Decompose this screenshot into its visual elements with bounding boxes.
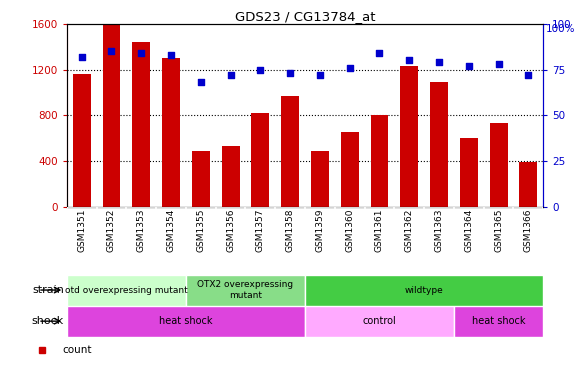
Title: GDS23 / CG13784_at: GDS23 / CG13784_at bbox=[235, 10, 375, 23]
Point bbox=[77, 54, 87, 60]
Bar bbox=[186, 274, 305, 306]
Bar bbox=[102, 25, 120, 207]
Point bbox=[375, 50, 384, 56]
Text: count: count bbox=[62, 345, 92, 355]
Bar bbox=[305, 274, 543, 306]
Point bbox=[464, 63, 474, 69]
Point bbox=[345, 65, 354, 71]
Bar bbox=[162, 58, 180, 207]
Text: GSM1356: GSM1356 bbox=[226, 209, 235, 252]
Text: GSM1363: GSM1363 bbox=[435, 209, 443, 252]
Text: GSM1353: GSM1353 bbox=[137, 209, 146, 252]
Text: GSM1354: GSM1354 bbox=[167, 209, 175, 252]
Bar bbox=[132, 42, 150, 207]
Point bbox=[404, 57, 414, 63]
Text: GSM1364: GSM1364 bbox=[464, 209, 474, 252]
Bar bbox=[252, 113, 270, 207]
Bar bbox=[192, 151, 210, 207]
Bar bbox=[371, 115, 388, 207]
Point bbox=[315, 72, 325, 78]
Point bbox=[494, 61, 503, 67]
Text: GSM1351: GSM1351 bbox=[77, 209, 86, 252]
Point bbox=[285, 70, 295, 76]
Text: wildtype: wildtype bbox=[405, 285, 443, 295]
Text: GSM1358: GSM1358 bbox=[286, 209, 295, 252]
Text: heat shock: heat shock bbox=[472, 316, 525, 326]
Point bbox=[226, 72, 235, 78]
Text: GSM1366: GSM1366 bbox=[524, 209, 533, 252]
Text: GSM1352: GSM1352 bbox=[107, 209, 116, 252]
Text: GSM1355: GSM1355 bbox=[196, 209, 205, 252]
Text: GSM1359: GSM1359 bbox=[315, 209, 324, 252]
Bar bbox=[490, 123, 508, 207]
Bar bbox=[305, 306, 454, 337]
Point bbox=[196, 79, 206, 85]
Point bbox=[107, 48, 116, 54]
Bar bbox=[281, 96, 299, 207]
Text: GSM1357: GSM1357 bbox=[256, 209, 265, 252]
Text: shock: shock bbox=[31, 316, 64, 326]
Bar bbox=[73, 74, 91, 207]
Bar bbox=[67, 306, 305, 337]
Text: heat shock: heat shock bbox=[159, 316, 213, 326]
Bar bbox=[430, 82, 448, 207]
Text: GSM1365: GSM1365 bbox=[494, 209, 503, 252]
Point bbox=[256, 67, 265, 72]
Bar bbox=[454, 306, 543, 337]
Text: OTX2 overexpressing
mutant: OTX2 overexpressing mutant bbox=[198, 280, 293, 300]
Text: 100%: 100% bbox=[546, 24, 576, 34]
Text: GSM1360: GSM1360 bbox=[345, 209, 354, 252]
Point bbox=[523, 72, 533, 78]
Point bbox=[435, 59, 444, 65]
Point bbox=[137, 50, 146, 56]
Bar bbox=[400, 66, 418, 207]
Text: strain: strain bbox=[32, 285, 64, 295]
Bar bbox=[460, 138, 478, 207]
Point bbox=[166, 52, 175, 58]
Bar bbox=[67, 274, 186, 306]
Text: GSM1362: GSM1362 bbox=[405, 209, 414, 252]
Text: GSM1361: GSM1361 bbox=[375, 209, 384, 252]
Bar bbox=[519, 162, 537, 207]
Text: otd overexpressing mutant: otd overexpressing mutant bbox=[65, 285, 188, 295]
Bar bbox=[222, 146, 239, 207]
Bar bbox=[340, 132, 358, 207]
Bar bbox=[311, 151, 329, 207]
Text: control: control bbox=[363, 316, 396, 326]
